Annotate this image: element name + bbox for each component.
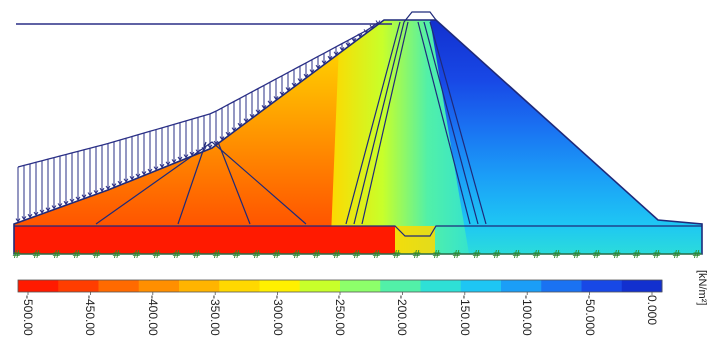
legend-tick-label: -300.00 <box>270 295 285 336</box>
upstream-zone-outline <box>95 141 307 225</box>
legend-tick-label: -150.00 <box>457 295 472 336</box>
legend-color-segment <box>460 280 502 292</box>
legend-color-segment <box>380 280 421 292</box>
legend-color-segment <box>58 280 99 292</box>
upstream-zone-divider <box>217 141 251 225</box>
legend-color-segment <box>621 280 663 292</box>
legend-tick-label: -50.000 <box>582 295 597 336</box>
legend-color-segment <box>219 280 260 292</box>
foundation-line <box>14 225 702 237</box>
legend-tick-label: -100.00 <box>520 295 535 336</box>
color-legend-unit: [kN/m²] <box>696 270 708 306</box>
legend-color-segment <box>420 280 462 292</box>
legend-tick-label: 0.000 <box>645 295 659 326</box>
legend-tick-label: -500.00 <box>21 295 35 336</box>
legend-color-segment <box>179 280 220 292</box>
legend-color-segment <box>541 280 582 292</box>
foundation-supports: # # # # # # # # # # # # # # # # # # # # # # # # # # # # # # # # # # # <box>12 248 702 261</box>
legend-color-segment <box>98 280 140 292</box>
legend-color-segment <box>18 280 59 292</box>
legend-color-segment <box>138 280 180 292</box>
legend-tick-label: -400.00 <box>145 295 160 336</box>
legend-color-segment <box>340 280 381 292</box>
legend-tick-label: -250.00 <box>333 295 347 336</box>
legend-color-segment <box>581 280 623 292</box>
core-filter-lines <box>345 11 487 225</box>
water-load-arrows <box>15 20 381 223</box>
color-legend-bar <box>17 279 663 295</box>
legend-color-segment <box>299 280 341 292</box>
legend-tick-label: -350.00 <box>208 295 223 336</box>
upstream-zone-divider <box>177 141 207 225</box>
legend-tick-label: -200.00 <box>395 295 410 336</box>
legend-tick-label: -450.00 <box>83 295 98 336</box>
legend-color-segment <box>259 280 301 292</box>
legend-color-segment <box>501 280 542 292</box>
